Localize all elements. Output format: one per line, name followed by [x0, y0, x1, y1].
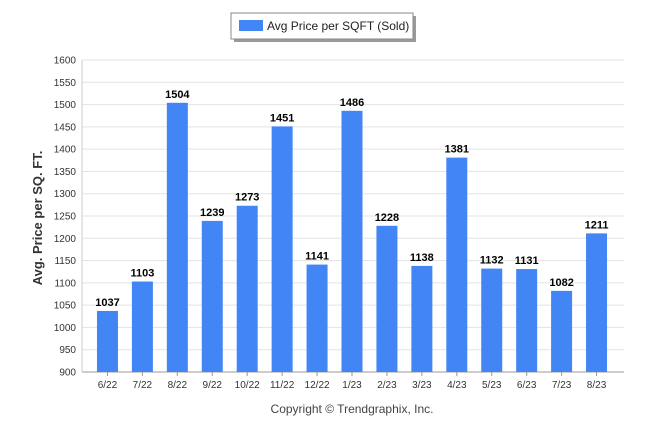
- bar: [481, 268, 503, 372]
- x-tick-label: 5/23: [482, 380, 502, 391]
- bars: [96, 102, 608, 372]
- x-axis-ticks: 6/22 7/22 8/22 9/22 10/22 11/22 12/22 1/23 2/23 3…: [98, 372, 607, 391]
- legend: Avg Price per SQFT (Sold): [230, 12, 416, 42]
- y-tick-label: 1000: [54, 323, 77, 334]
- data-label: 1211: [585, 219, 609, 231]
- y-tick-label: 1550: [54, 78, 77, 89]
- x-tick-label: 3/23: [412, 380, 432, 391]
- y-tick-label: 900: [59, 368, 76, 379]
- x-tick-label: 1/23: [342, 380, 362, 391]
- x-tick-label: 2/23: [377, 380, 397, 391]
- y-tick-label: 1450: [54, 122, 77, 133]
- data-label: 1228: [375, 212, 399, 224]
- x-tick-label: 4/23: [447, 380, 467, 391]
- data-label: 1103: [130, 268, 154, 280]
- x-tick-label: 9/22: [203, 380, 223, 391]
- data-label: 1239: [200, 207, 224, 219]
- data-labels: 1037 1103 1504 1239 1273 1451 1141 1486 1228 1138…: [95, 89, 608, 309]
- data-label: 1082: [549, 277, 573, 289]
- bar: [446, 157, 468, 372]
- y-tick-label: 1500: [54, 100, 77, 111]
- y-tick-label: 950: [59, 345, 76, 356]
- y-tick-label: 1400: [54, 145, 77, 156]
- x-tick-label: 12/22: [305, 380, 330, 391]
- copyright-text: Copyright © Trendgraphix, Inc.: [271, 402, 434, 416]
- bar: [166, 102, 188, 372]
- x-tick-label: 6/23: [517, 380, 537, 391]
- y-tick-label: 1150: [54, 256, 76, 267]
- bar: [516, 269, 538, 372]
- bar: [131, 281, 153, 372]
- x-tick-label: 11/22: [270, 380, 295, 391]
- bar: [271, 126, 293, 372]
- data-label: 1141: [305, 251, 329, 263]
- legend-swatch: [239, 20, 263, 31]
- bar: [96, 310, 118, 372]
- x-tick-label: 8/23: [587, 380, 607, 391]
- x-tick-label: 7/22: [133, 380, 153, 391]
- y-tick-label: 1050: [54, 301, 77, 312]
- bar: [341, 110, 363, 372]
- y-tick-label: 1250: [54, 212, 77, 223]
- data-label: 1381: [445, 144, 469, 156]
- data-label: 1037: [95, 297, 119, 309]
- data-label: 1486: [340, 97, 364, 109]
- x-tick-label: 6/22: [98, 380, 118, 391]
- data-label: 1131: [515, 255, 539, 267]
- data-label: 1504: [165, 89, 190, 101]
- data-label: 1451: [270, 112, 294, 124]
- bar: [376, 225, 398, 372]
- bar: [551, 290, 573, 372]
- y-axis-ticks: 900 950 1000 1050 1100 1150 1200 1250 1300 1350 14…: [54, 56, 77, 379]
- data-label: 1138: [410, 252, 434, 264]
- legend-label: Avg Price per SQFT (Sold): [267, 19, 409, 33]
- x-tick-label: 10/22: [235, 380, 260, 391]
- y-tick-label: 1350: [54, 167, 77, 178]
- y-tick-label: 1600: [54, 56, 77, 67]
- bar: [586, 233, 608, 372]
- bar: [306, 264, 328, 372]
- data-label: 1273: [235, 192, 259, 204]
- x-tick-label: 8/22: [168, 380, 188, 391]
- data-label: 1132: [480, 255, 504, 267]
- y-tick-label: 1100: [54, 278, 76, 289]
- bar: [411, 265, 433, 372]
- x-tick-label: 7/23: [552, 380, 572, 391]
- y-axis-title: Avg. Price per SQ. FT.: [30, 151, 45, 286]
- bar: [201, 220, 223, 372]
- y-tick-label: 1200: [54, 234, 77, 245]
- y-tick-label: 1300: [54, 189, 77, 200]
- bar: [236, 205, 258, 372]
